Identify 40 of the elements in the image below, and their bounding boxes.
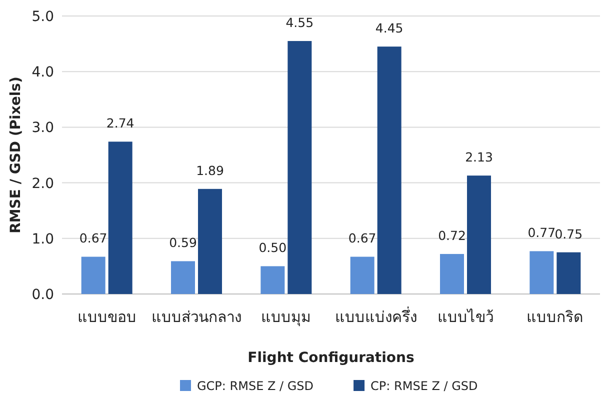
data-label: 0.67 bbox=[79, 230, 108, 246]
y-tick-label: 4.0 bbox=[32, 64, 54, 81]
data-label: 4.55 bbox=[286, 15, 314, 30]
data-label: 0.50 bbox=[258, 240, 287, 256]
bar bbox=[81, 256, 106, 294]
bar bbox=[530, 251, 554, 294]
bar bbox=[440, 254, 464, 294]
x-axis-title: Flight Configurations bbox=[248, 350, 414, 366]
y-tick-label: 5.0 bbox=[32, 9, 54, 25]
x-tick-label: แบบแบ่งครึ่ง bbox=[334, 306, 417, 326]
x-tick-label: แบบส่วนกลาง bbox=[152, 308, 242, 326]
y-tick-label: 3.0 bbox=[32, 120, 54, 136]
data-label: 0.59 bbox=[169, 235, 197, 250]
y-tick-label: 0.0 bbox=[32, 287, 54, 303]
data-label: 0.67 bbox=[348, 230, 376, 246]
data-label: 2.74 bbox=[106, 116, 134, 131]
bar bbox=[260, 266, 285, 294]
data-label: 2.13 bbox=[465, 150, 493, 165]
legend-label: CP: RMSE Z / GSD bbox=[370, 379, 478, 393]
x-tick-label: แบบไขว้ bbox=[438, 308, 494, 326]
x-tick-label: แบบกริด bbox=[526, 308, 584, 326]
y-tick-label: 2.0 bbox=[32, 176, 54, 192]
data-label: 0.75 bbox=[554, 226, 583, 242]
bar bbox=[198, 188, 222, 294]
data-label: 0.77 bbox=[528, 225, 556, 240]
bar bbox=[171, 261, 195, 294]
data-label: 4.45 bbox=[375, 20, 404, 36]
y-axis-title: RMSE / GSD (Pixels) bbox=[8, 76, 24, 234]
bar bbox=[377, 46, 402, 294]
data-label: 0.72 bbox=[438, 228, 466, 243]
bar bbox=[108, 142, 132, 294]
bar bbox=[556, 252, 581, 294]
x-tick-label: แบบขอบ bbox=[77, 308, 136, 326]
legend-label: GCP: RMSE Z / GSD bbox=[197, 379, 314, 393]
x-tick-label: แบบมุม bbox=[261, 308, 312, 327]
data-label: 1.89 bbox=[196, 162, 224, 178]
bar bbox=[350, 256, 374, 294]
bar bbox=[288, 41, 312, 294]
bar bbox=[467, 176, 491, 294]
y-tick-label: 1.0 bbox=[32, 231, 54, 248]
